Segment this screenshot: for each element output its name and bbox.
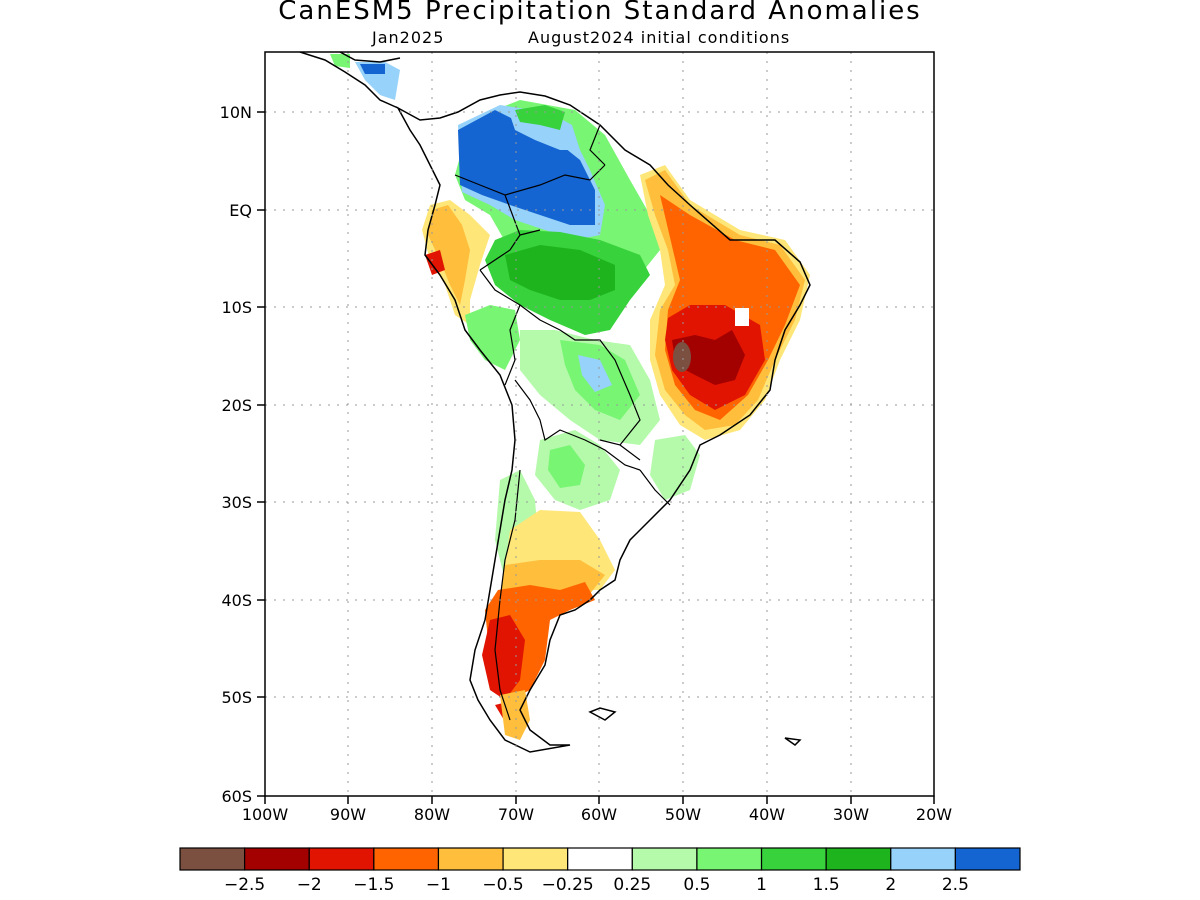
lat-label-20s: 20S [221, 396, 252, 415]
coastline-falklands [588, 707, 617, 721]
color-scale-box [760, 847, 827, 871]
color-scale-box [631, 847, 698, 871]
color-scale-box [567, 847, 633, 871]
color-scale-label: −0.25 [542, 875, 594, 895]
initial-conditions-label: August2024 initial conditions [528, 28, 791, 47]
lon-label-90w: 90W [330, 805, 366, 824]
lon-label-60w: 60W [581, 805, 617, 824]
lon-label-100w: 100W [242, 805, 289, 824]
anomaly-region-white-brazil [735, 308, 749, 326]
color-scale-label: −2 [297, 875, 322, 895]
color-scale-labels: −2.5 −2 −1.5 −1 −0.5 −0.25 0.25 0.5 1 1.5 2 2.5 [224, 875, 969, 895]
color-scale-label: −1.5 [353, 875, 394, 895]
coastline-south-georgia [784, 737, 802, 746]
color-scale-box [179, 847, 246, 871]
lat-label-40s: 40S [221, 591, 252, 610]
color-scale-box [502, 847, 569, 871]
anomaly-region-green-argentina [548, 445, 585, 488]
anomaly-fields [330, 54, 810, 740]
anomaly-region-orange-tierra [500, 690, 530, 740]
color-scale-label: 0.5 [683, 875, 710, 895]
anomaly-region-orange-peru [428, 205, 470, 305]
grid-lines [265, 52, 934, 796]
color-scale-box [308, 847, 375, 871]
lon-label-40w: 40W [749, 805, 785, 824]
anomaly-region-darkblue-central-america [360, 64, 385, 74]
lon-label-80w: 80W [414, 805, 450, 824]
color-scale-label: −1 [426, 875, 451, 895]
lat-label-30s: 30S [221, 493, 252, 512]
lat-label-10n: 10N [220, 103, 252, 122]
anomaly-region-red-patagonia [482, 615, 525, 700]
lon-label-20w: 20W [916, 805, 952, 824]
lat-label-10s: 10S [221, 298, 252, 317]
color-scale-box [244, 847, 310, 871]
color-scale-label: 1.5 [813, 875, 840, 895]
anomaly-region-lightblue-pantanal [578, 355, 612, 392]
lon-label-30w: 30W [833, 805, 869, 824]
lon-label-70w: 70W [498, 805, 534, 824]
map-title: CanESM5 Precipitation Standard Anomalies [278, 0, 922, 26]
color-scale-box [825, 847, 892, 871]
border-lines [454, 124, 671, 721]
anomaly-region-darkred-brazil [672, 330, 745, 385]
lat-label-50s: 50S [221, 688, 252, 707]
lat-label-60s: 60S [221, 787, 252, 806]
color-scale-box [890, 847, 956, 871]
color-scale-box [373, 847, 440, 871]
color-scale-boxes [179, 847, 1021, 871]
valid-month-label: Jan2025 [372, 28, 445, 47]
latitude-labels: 10N EQ 10S 20S 30S 40S 50S 60S [220, 103, 252, 806]
lon-label-50w: 50W [665, 805, 701, 824]
tick-marks [257, 111, 935, 804]
color-scale-label: −0.5 [482, 875, 523, 895]
anomaly-region-green-central-america [330, 54, 350, 68]
coastline-central-america [299, 52, 401, 109]
color-scale-box [954, 847, 1021, 871]
lat-label-eq: EQ [229, 201, 252, 220]
color-scale-label: 0.25 [613, 875, 651, 895]
coastlines [299, 52, 811, 753]
anomaly-region-green-peru [465, 305, 520, 370]
anomaly-region-darkgreen-amazon [505, 245, 615, 300]
longitude-labels: 100W 90W 80W 70W 60W 50W 40W 30W 20W [242, 805, 952, 824]
anomaly-region-brown-brazil [673, 342, 691, 372]
color-scale-box [696, 847, 763, 871]
color-scale-label: 2 [885, 875, 896, 895]
coastline-south-america [396, 91, 811, 753]
anomaly-region-green-orinoco [515, 105, 565, 130]
color-scale-label: 2.5 [942, 875, 969, 895]
anomaly-region-blue-north [458, 110, 595, 225]
color-scale-label: −2.5 [224, 875, 265, 895]
anomaly-region-red-ecuador [425, 250, 445, 275]
anomaly-region-green-south-brazil [650, 435, 700, 500]
color-scale-label: 1 [756, 875, 767, 895]
color-scale-box [437, 847, 504, 871]
